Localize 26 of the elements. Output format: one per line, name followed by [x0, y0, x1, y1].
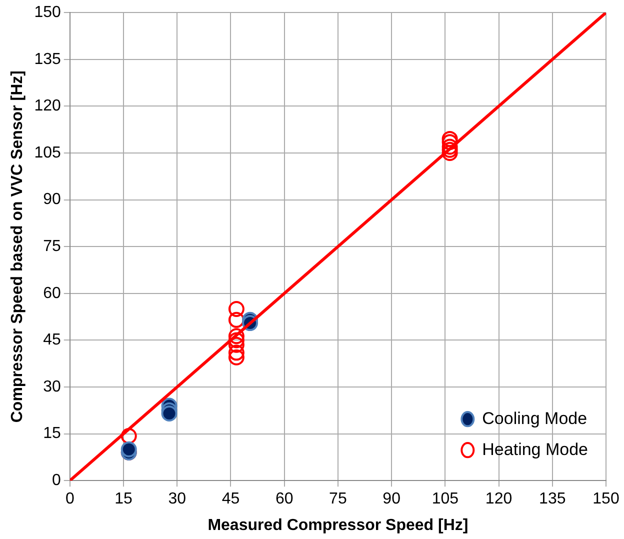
y-tick-label: 150 [34, 4, 61, 22]
legend-label: Cooling Mode [482, 408, 588, 428]
x-axis-title: Measured Compressor Speed [Hz] [208, 516, 468, 534]
x-tick-label: 90 [382, 490, 401, 508]
x-tick-label: 60 [275, 490, 294, 508]
x-tick-label: 105 [432, 490, 459, 508]
x-tick-label: 30 [168, 490, 186, 508]
y-axis-title: Compressor Speed based on VVC Sensor [Hz] [9, 70, 26, 423]
y-tick-label: 0 [52, 472, 61, 490]
x-tick-label: 120 [485, 490, 512, 508]
y-tick-label: 120 [34, 98, 61, 115]
y-tick-label: 90 [43, 191, 61, 208]
y-tick-label: 105 [34, 144, 61, 162]
legend-label: Heating Mode [482, 440, 588, 459]
x-tick-label: 75 [329, 490, 347, 508]
x-tick-label: 135 [539, 490, 566, 508]
x-tick-label: 45 [222, 490, 240, 508]
x-tick-label: 0 [65, 490, 74, 508]
x-tick-label: 150 [592, 490, 620, 508]
y-tick-label: 45 [43, 332, 61, 349]
y-tick-label: 60 [43, 284, 61, 302]
y-tick-label: 75 [43, 238, 61, 256]
y-tick-label: 135 [34, 50, 61, 68]
y-tick-label: 30 [43, 378, 61, 396]
x-tick-label: 15 [114, 490, 133, 508]
y-tick-label: 15 [43, 425, 61, 442]
